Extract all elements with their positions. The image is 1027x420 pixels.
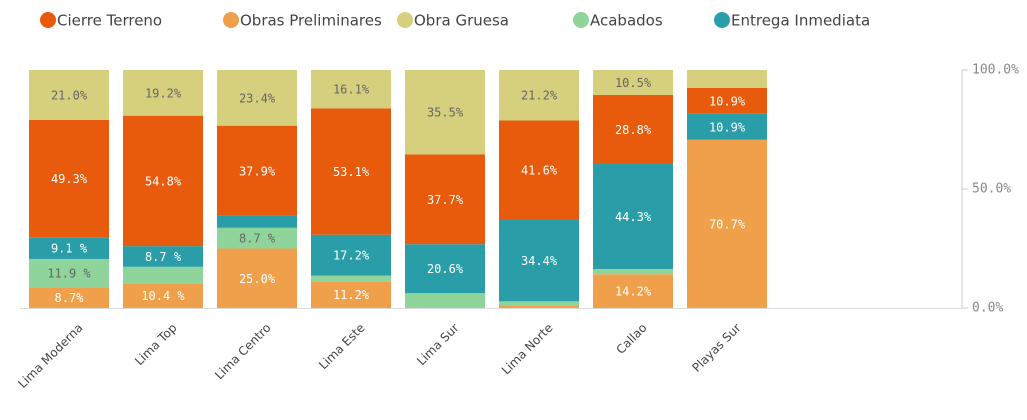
x-tick-label: Callao [613, 321, 649, 357]
value-label: 16.1% [333, 83, 370, 97]
bar-segment [499, 120, 579, 220]
value-label: 21.2% [521, 89, 558, 103]
bar-segment [593, 274, 673, 308]
bar-segment [217, 125, 297, 216]
value-label: 20.6% [427, 262, 464, 276]
value-label: 37.7% [427, 193, 464, 207]
value-label: 23.4% [239, 91, 276, 105]
bar-segment [123, 283, 203, 308]
value-label: 54.8% [145, 174, 182, 188]
legend-label: Entrega Inmediata [731, 12, 870, 30]
value-label: 14.2% [615, 285, 652, 299]
x-tick-label: Lima Moderna [15, 321, 85, 391]
value-label: 8.7% [55, 291, 85, 305]
value-label: 35.5% [427, 106, 464, 120]
bar-segment [311, 281, 391, 308]
bar-segment [311, 234, 391, 276]
bar-segment [217, 215, 297, 228]
bar-segment [405, 244, 485, 294]
value-label: 37.9% [239, 164, 276, 178]
bar-segment [687, 139, 767, 308]
y-tick-label: 100.0% [972, 63, 1019, 78]
y-tick-label: 0.0% [972, 301, 1003, 316]
bar-segment [499, 305, 579, 308]
bar-segment [217, 70, 297, 126]
legend-label: Cierre Terreno [57, 12, 162, 30]
legend-swatch [397, 12, 413, 28]
value-label: 53.1% [333, 165, 370, 179]
x-tick-label: Playas Sur [689, 321, 743, 375]
legend-label: Obra Gruesa [414, 12, 509, 30]
value-label: 9.1 % [51, 242, 88, 256]
value-label: 44.3% [615, 210, 652, 224]
value-label: 10.9% [709, 94, 746, 108]
legend-swatch [40, 12, 56, 28]
legend-swatch [223, 12, 239, 28]
value-label: 10.5% [615, 76, 652, 90]
bar-segment [29, 258, 109, 288]
bar-segment [687, 70, 767, 88]
value-label: 17.2% [333, 249, 370, 263]
bar-segment [311, 275, 391, 282]
y-tick-label: 50.0% [972, 182, 1011, 197]
bar-segment [123, 115, 203, 247]
x-tick-label: Lima Sur [414, 321, 461, 368]
value-label: 11.2% [333, 288, 370, 302]
bar-segment [217, 227, 297, 249]
value-label: 8.7 % [145, 250, 182, 264]
bar-segment [593, 163, 673, 269]
bar-segment [217, 248, 297, 308]
bar-segment [405, 293, 485, 308]
bar-segment [311, 108, 391, 235]
bar-segment [499, 70, 579, 121]
bar-segment [123, 246, 203, 267]
x-tick-label: Lima Este [316, 321, 367, 372]
value-label: 10.9% [709, 120, 746, 134]
value-label: 8.7 % [239, 232, 276, 246]
legend-label: Obras Preliminares [240, 12, 382, 30]
legend-swatch [714, 12, 730, 28]
bar-segment [29, 70, 109, 120]
bar-segment [405, 154, 485, 245]
bar-segment [499, 219, 579, 302]
bar-segment [29, 287, 109, 308]
value-label: 49.3% [51, 172, 88, 186]
x-tick-label: Lima Top [132, 321, 179, 368]
bar-segment [123, 266, 203, 284]
value-label: 28.8% [615, 123, 652, 137]
bar-segment [311, 70, 391, 109]
bar-segment [499, 301, 579, 306]
bar-segment [593, 94, 673, 164]
value-label: 11.9 % [47, 267, 91, 281]
value-label: 21.0% [51, 88, 88, 102]
value-label: 41.6% [521, 163, 558, 177]
value-label: 10.4 % [141, 289, 185, 303]
legend-label: Acabados [590, 12, 663, 30]
legend-swatch [573, 12, 589, 28]
x-tick-label: Lima Centro [212, 321, 273, 382]
value-label: 34.4% [521, 254, 558, 268]
value-label: 25.0% [239, 272, 276, 286]
bar-segment [687, 87, 767, 114]
bar-segment [29, 119, 109, 238]
value-label: 19.2% [145, 86, 182, 100]
bar-segment [687, 113, 767, 140]
value-label: 70.7% [709, 217, 746, 231]
bar-segment [593, 268, 673, 275]
bar-segment [29, 237, 109, 259]
bar-segment [405, 70, 485, 155]
bar-segment [593, 70, 673, 95]
x-tick-label: Lima Norte [499, 321, 556, 378]
bar-segment [123, 70, 203, 116]
